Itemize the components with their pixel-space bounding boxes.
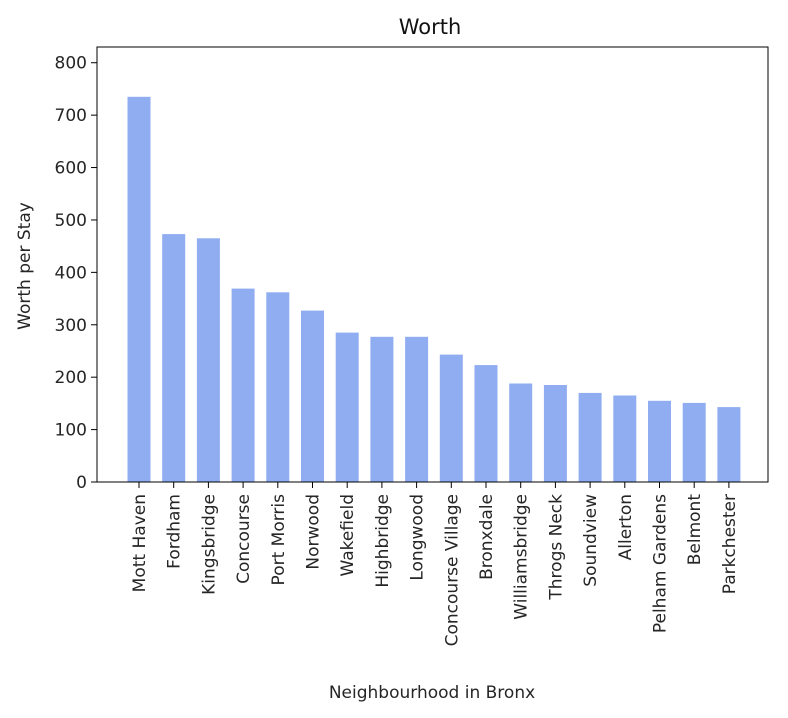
- x-tick-label: Parkchester: [720, 494, 740, 594]
- x-tick-label: Soundview: [581, 494, 601, 587]
- bar-norwood: [301, 310, 324, 482]
- x-tick-label: Williamsbridge: [512, 494, 532, 620]
- y-tick-label: 500: [55, 211, 87, 231]
- bar-wakefield: [335, 332, 359, 482]
- y-tick-label: 600: [55, 159, 87, 179]
- x-tick-label: Allerton: [616, 494, 636, 560]
- x-tick-label: Fordham: [165, 494, 185, 569]
- x-tick-label: Concourse: [234, 494, 254, 584]
- y-tick-label: 700: [55, 106, 87, 126]
- bar-belmont: [682, 402, 706, 482]
- x-tick-label: Norwood: [304, 494, 324, 570]
- y-axis-label: Worth per Stay: [15, 202, 35, 330]
- y-tick-label: 800: [55, 54, 87, 74]
- x-tick-label: Port Morris: [269, 494, 289, 586]
- y-tick-label: 0: [76, 473, 87, 493]
- x-tick-label: Bronxdale: [477, 494, 497, 580]
- bar-fordham: [162, 234, 186, 482]
- x-tick-label: Kingsbridge: [199, 494, 219, 595]
- bar-mott-haven: [127, 96, 151, 483]
- plot-frame: [96, 46, 769, 483]
- x-tick-label: Longwood: [408, 494, 428, 581]
- x-tick-label: Throgs Neck: [546, 494, 566, 601]
- bar-concourse: [231, 288, 255, 482]
- bar-pelham-gardens: [648, 400, 671, 482]
- y-tick-label: 100: [55, 421, 87, 441]
- y-tick-label: 200: [55, 368, 87, 388]
- x-axis-ticks: Mott Haven Fordham Kingsbridge Concourse Por…: [130, 482, 740, 646]
- bar-highbridge: [370, 336, 394, 482]
- x-tick-label: Wakefield: [338, 494, 358, 577]
- bar-bronxdale: [474, 365, 498, 482]
- bar-williamsbridge: [509, 383, 533, 482]
- bar-longwood: [405, 336, 429, 482]
- x-tick-label: Pelham Gardens: [651, 494, 671, 633]
- bar-parkchester: [717, 407, 741, 482]
- bar-kingsbridge: [196, 238, 220, 482]
- bar-port-morris: [266, 292, 290, 482]
- x-axis-label: Neighbourhood in Bronx: [329, 683, 535, 703]
- bar-soundview: [578, 392, 602, 482]
- y-tick-label: 300: [55, 316, 87, 336]
- x-tick-label: Mott Haven: [130, 494, 150, 592]
- x-tick-label: Belmont: [685, 494, 705, 566]
- chart-title: Worth: [399, 15, 462, 39]
- y-tick-label: 400: [55, 263, 87, 283]
- bar-allerton: [613, 395, 637, 482]
- bars-group: [127, 96, 741, 483]
- y-axis-ticks: 0 100 200 300 400 500 600 700 800: [55, 54, 97, 493]
- x-tick-label: Highbridge: [373, 494, 393, 588]
- x-tick-label: Concourse Village: [442, 494, 462, 646]
- bar-concourse-village: [439, 354, 463, 482]
- bar-throgs-neck: [543, 385, 567, 482]
